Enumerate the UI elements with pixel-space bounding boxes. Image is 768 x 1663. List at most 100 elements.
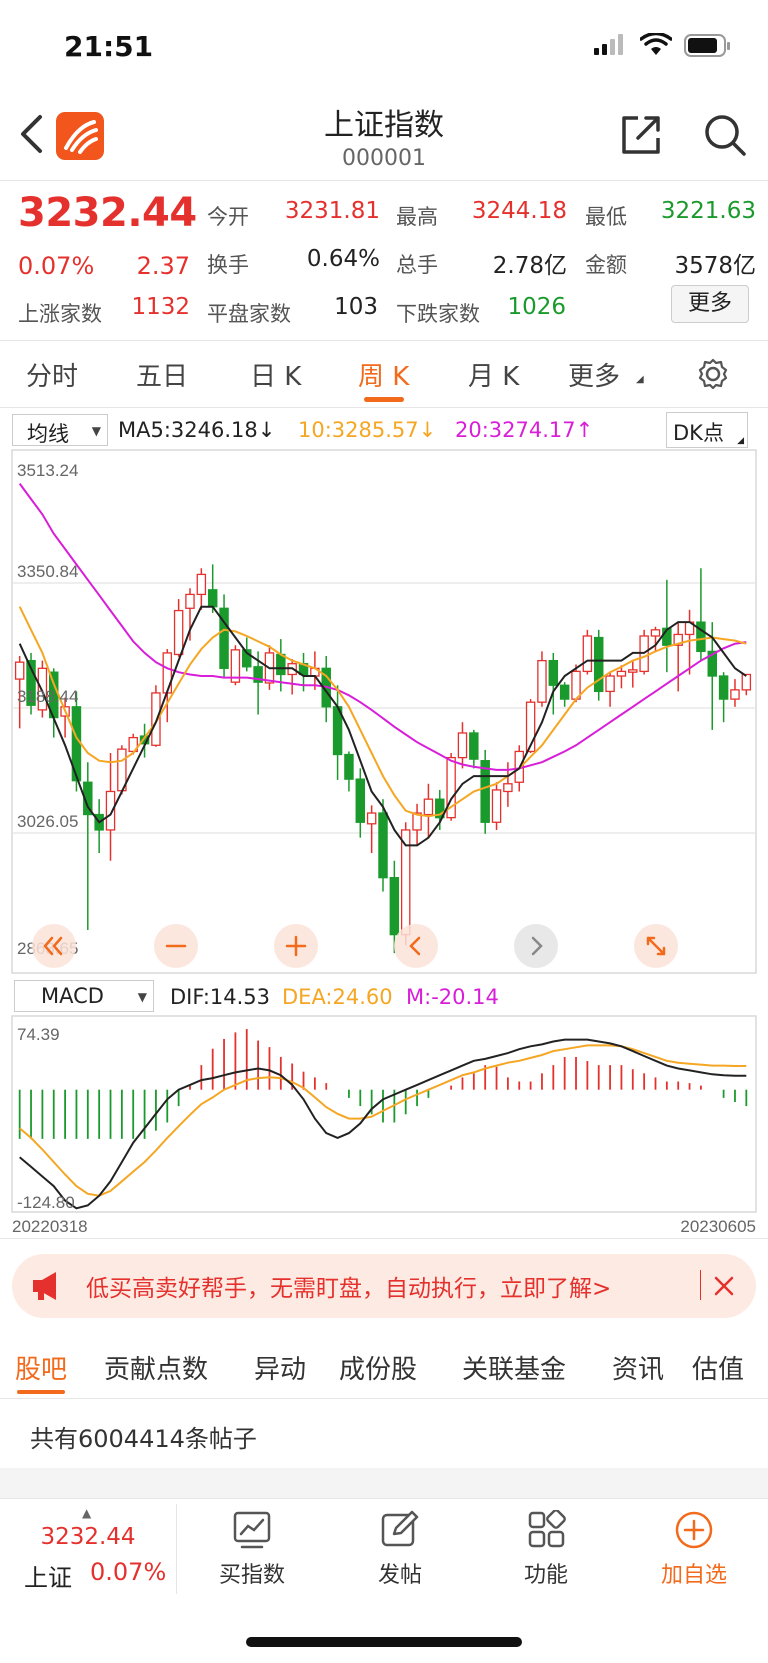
candle-body <box>355 778 366 823</box>
post-icon[interactable] <box>380 1510 420 1550</box>
candle <box>673 622 683 692</box>
candle-body <box>207 589 218 608</box>
post-label[interactable]: 发帖 <box>377 1563 422 1588</box>
promo-text[interactable]: 低买高卖好帮手，无需盯盘，自动执行，立即了解> <box>86 1276 612 1302</box>
share-icon[interactable] <box>618 112 664 158</box>
tab-contribution[interactable]: 贡献点数 <box>104 1355 209 1385</box>
tab-daily-k[interactable]: 日 K <box>250 362 302 392</box>
candle <box>366 805 377 854</box>
candle <box>707 622 717 730</box>
change-amount: 2.37 <box>136 252 190 280</box>
back-arrow-icon[interactable] <box>18 114 44 154</box>
function-label[interactable]: 功能 <box>523 1563 568 1588</box>
tab-valuation[interactable]: 估值 <box>692 1355 745 1385</box>
candle <box>628 660 638 688</box>
tab-movement[interactable]: 异动 <box>254 1355 307 1385</box>
promo-banner[interactable] <box>12 1254 756 1318</box>
candle <box>741 673 752 696</box>
zoom-out-button[interactable] <box>154 924 198 968</box>
tab-weekly-k[interactable]: 周 K <box>358 362 410 392</box>
tab-news[interactable]: 资讯 <box>612 1355 665 1385</box>
wifi-icon <box>640 33 672 55</box>
macd-histogram <box>18 1029 748 1139</box>
candle-body <box>491 789 502 823</box>
divider <box>0 407 768 408</box>
add-watchlist-label[interactable]: 加自选 <box>660 1563 727 1588</box>
candle-body <box>503 783 513 793</box>
zoom-in-button[interactable] <box>274 924 318 968</box>
buy-index-label[interactable]: 买指数 <box>218 1563 285 1588</box>
candle-body <box>537 659 547 703</box>
tab-intraday[interactable]: 分时 <box>26 362 79 392</box>
price-tick-label: 3026.05 <box>17 812 78 831</box>
candle-body <box>378 812 388 879</box>
candle <box>582 629 593 675</box>
function-grid-icon[interactable] <box>527 1510 567 1550</box>
tab-monthly-k[interactable]: 月 K <box>468 362 520 392</box>
candle <box>14 656 25 729</box>
tab-related-funds[interactable]: 关联基金 <box>462 1355 567 1385</box>
candle-body <box>105 790 116 831</box>
divider <box>0 1238 768 1239</box>
ma10-line <box>18 606 747 818</box>
candle <box>37 660 48 718</box>
up-count-label: 上涨家数 <box>18 302 102 326</box>
current-price: 3232.44 <box>18 190 197 236</box>
macd-chart[interactable]: 74.39 -124.80 20220318 20230605 <box>0 1014 768 1240</box>
high-value: 3244.18 <box>471 198 567 224</box>
fullscreen-button[interactable] <box>634 924 678 968</box>
search-icon[interactable] <box>702 112 748 158</box>
candle <box>650 626 661 652</box>
candle-body <box>741 673 752 691</box>
more-quote-button[interactable]: 更多 <box>671 285 749 323</box>
candle-body <box>525 701 536 753</box>
candle-body <box>253 666 263 683</box>
scroll-left-button[interactable] <box>394 924 438 968</box>
open-label: 今开 <box>207 205 249 229</box>
indicator-select[interactable]: 均线 ▼ <box>12 414 108 446</box>
amount-value: 3578亿 <box>674 253 756 279</box>
candle <box>344 751 354 792</box>
candle-body <box>593 636 604 693</box>
macd-select-value: MACD <box>41 984 104 1008</box>
battery-icon <box>684 34 730 57</box>
cellular-signal-icon <box>594 34 623 55</box>
tab-forum[interactable]: 股吧 <box>15 1355 68 1385</box>
promo-separator <box>700 1270 701 1300</box>
candle <box>605 671 615 707</box>
buy-index-icon[interactable] <box>232 1510 272 1550</box>
candle-body <box>230 649 241 683</box>
macd-tick-label: 74.39 <box>17 1025 60 1044</box>
candle-body <box>366 812 377 825</box>
tab-constituents[interactable]: 成份股 <box>339 1355 418 1385</box>
high-label: 最高 <box>396 205 438 229</box>
macd-select[interactable]: MACD ▼ <box>14 980 154 1012</box>
add-watchlist-icon[interactable] <box>674 1510 714 1550</box>
mini-index-name[interactable]: 上证 <box>24 1564 72 1592</box>
tab-more[interactable]: 更多 <box>568 362 621 392</box>
candle-body <box>196 573 207 596</box>
volume-value: 2.78亿 <box>492 253 567 279</box>
mini-change-percent[interactable]: 0.07% <box>90 1558 167 1586</box>
candle <box>480 749 490 834</box>
tab-five-day[interactable]: 五日 <box>136 362 189 392</box>
scroll-right-button[interactable] <box>514 924 558 968</box>
candle <box>718 672 729 723</box>
mini-price[interactable]: 3232.44 <box>40 1524 136 1550</box>
settings-gear-icon[interactable] <box>696 357 730 391</box>
page-title: 上证指数 <box>324 108 444 143</box>
candle-body <box>718 675 729 700</box>
close-icon[interactable] <box>712 1274 736 1298</box>
ma20-legend: 20:3274.17↑ <box>455 418 594 442</box>
candle <box>423 783 434 838</box>
candle-body <box>457 732 468 759</box>
candle <box>457 722 468 769</box>
candle <box>730 679 740 707</box>
dk-point-button[interactable]: DK点 ◢ <box>666 412 748 448</box>
candle-body <box>276 653 286 676</box>
candle <box>253 651 263 715</box>
candle <box>469 729 479 769</box>
rewind-button[interactable] <box>32 924 76 968</box>
candle <box>446 752 456 821</box>
